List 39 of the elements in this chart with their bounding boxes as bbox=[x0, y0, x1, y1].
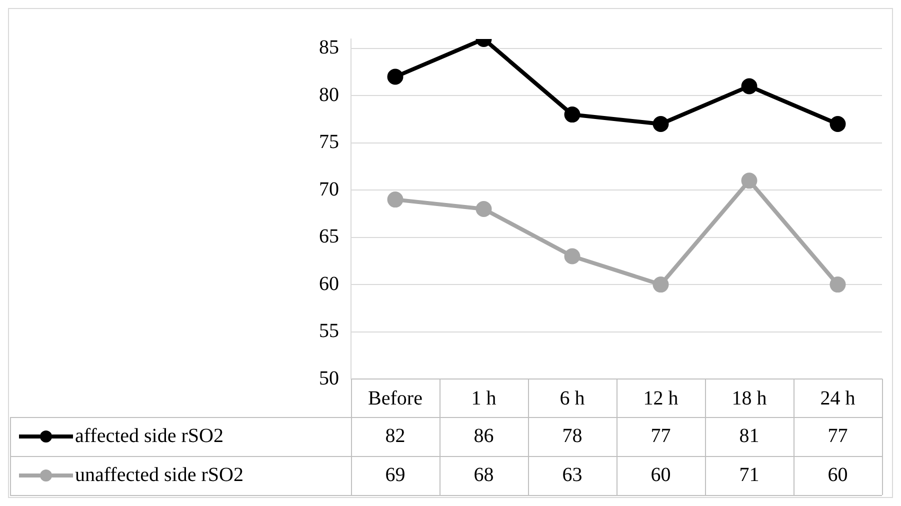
data-label: 60 bbox=[650, 464, 671, 486]
point bbox=[830, 276, 846, 293]
legend-label: affected side rSO2 bbox=[75, 424, 224, 447]
data-label: 71 bbox=[739, 464, 760, 486]
data-label: 77 bbox=[650, 424, 671, 447]
point bbox=[830, 116, 846, 132]
y-tick-label: 85 bbox=[319, 36, 339, 59]
x-tick-label: 12 h bbox=[643, 387, 678, 410]
data-label: 81 bbox=[739, 424, 760, 447]
y-tick-label: 65 bbox=[319, 226, 339, 248]
y-tick-label: 70 bbox=[319, 178, 339, 200]
point bbox=[387, 192, 404, 208]
data-label: 60 bbox=[828, 464, 848, 486]
x-tick-label: 24 h bbox=[820, 387, 856, 410]
point bbox=[387, 68, 404, 85]
point bbox=[564, 106, 580, 123]
point bbox=[741, 78, 758, 94]
y-tick-label: 80 bbox=[319, 84, 339, 106]
x-tick-label: 18 h bbox=[732, 387, 767, 410]
point bbox=[741, 172, 758, 189]
y-tick-label: 60 bbox=[319, 272, 339, 295]
data-label: 68 bbox=[474, 464, 494, 486]
y-tick-label: 75 bbox=[319, 131, 339, 154]
x-tick-label: 1 h bbox=[471, 387, 496, 410]
x-tick-label: 6 h bbox=[560, 387, 585, 410]
data-label: 63 bbox=[562, 464, 582, 486]
point bbox=[476, 201, 492, 217]
data-label: 77 bbox=[828, 424, 848, 447]
data-label: 78 bbox=[562, 424, 582, 447]
point bbox=[652, 116, 669, 132]
legend-label: unaffected side rSO2 bbox=[75, 464, 244, 486]
x-tick-label: Before bbox=[368, 387, 423, 410]
y-tick-label: 55 bbox=[319, 320, 339, 342]
data-label: 69 bbox=[385, 464, 406, 486]
data-label: 86 bbox=[474, 424, 494, 447]
y-tick-label: 50 bbox=[319, 367, 339, 390]
point bbox=[652, 276, 669, 293]
data-label: 82 bbox=[385, 424, 406, 447]
point bbox=[564, 248, 580, 264]
